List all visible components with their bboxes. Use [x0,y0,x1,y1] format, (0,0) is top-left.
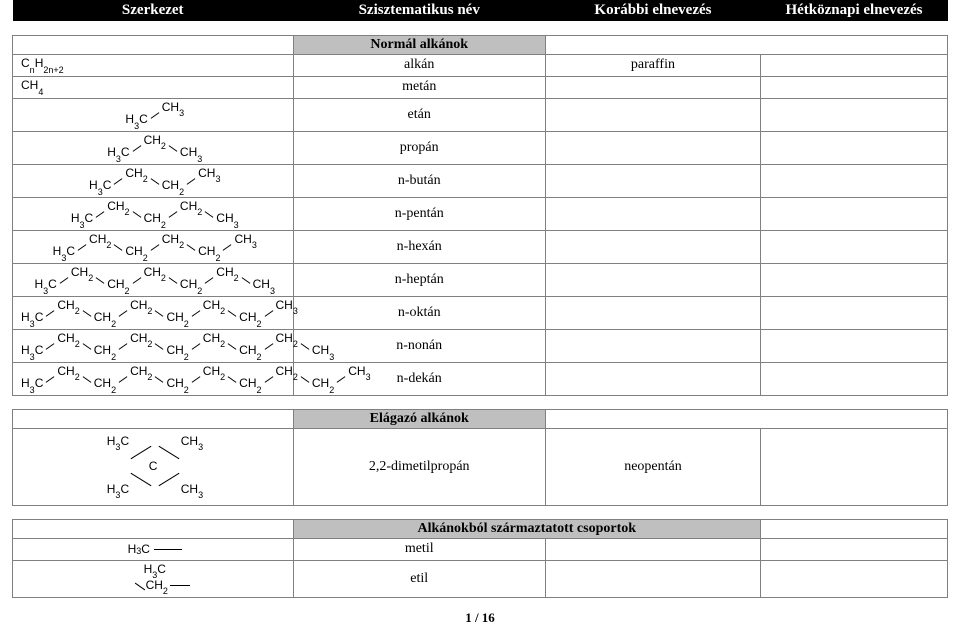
cell-common [760,131,947,164]
cell-common [760,54,947,76]
cell-prev: paraffin [545,54,760,76]
cell-prev [545,230,760,263]
row-hexane: H3C CH2 CH2 CH2 CH2 CH3 n-hexán [13,230,948,263]
cell-structure: H3C CH2 CH2 CH3 [13,164,294,197]
cell-sysname: n-oktán [293,296,545,329]
cell-prev [545,560,760,598]
section-title: Normál alkánok [293,35,545,54]
col-common: Hétköznapi elnevezés [760,0,947,21]
cell-structure: H3C CH2 CH2 CH2 CH2 CH2 CH2 CH2 CH2 CH3 [13,362,294,395]
cell-sysname: n-hexán [293,230,545,263]
row-pentane: H3C CH2 CH2 CH2 CH3 n-pentán [13,197,948,230]
row-propane: H3C CH2 CH3 propán [13,131,948,164]
cell-common [760,362,947,395]
cell-prev [545,76,760,98]
row-ethyl: H3C CH2 etil [13,560,948,598]
col-structure: Szerkezet [13,0,294,21]
row-decane: H3C CH2 CH2 CH2 CH2 CH2 CH2 CH2 CH2 CH3 … [13,362,948,395]
cell-structure: H3C CH2 CH2 CH2 CH2 CH3 [13,230,294,263]
neo-center: C [149,460,158,472]
cell-prev [545,98,760,131]
cell-prev [545,538,760,560]
cell-structure: CH4 [13,76,294,98]
cell-sysname: propán [293,131,545,164]
cell-common [760,560,947,598]
section-title: Alkánokból származtatott csoportok [293,519,760,538]
cell-common [760,197,947,230]
section-branched-alkanes: Elágazó alkánok [13,409,948,428]
cell-sysname: metil [293,538,545,560]
spacer [13,21,948,35]
col-systematic: Szisztematikus név [293,0,545,21]
cell-common [760,329,947,362]
cell-structure: H3C CH2 CH2 CH2 CH2 CH2 CH2 CH3 [13,296,294,329]
cell-prev [545,164,760,197]
cell-common [760,164,947,197]
row-general: CnH2n+2 alkán paraffin [13,54,948,76]
cell-sysname: etán [293,98,545,131]
cell-common [760,98,947,131]
section-derived-groups: Alkánokból származtatott csoportok [13,519,948,538]
cell-common [760,296,947,329]
nomenclature-table: Szerkezet Szisztematikus név Korábbi eln… [12,0,948,598]
spacer [13,395,948,409]
row-neopentane: H3C CH3 C H3C CH3 2,2-dimetilpropán neop… [13,428,948,505]
cell-prev [545,296,760,329]
cell-prev [545,329,760,362]
cell-sysname: n-pentán [293,197,545,230]
page: Szerkezet Szisztematikus név Korábbi eln… [0,0,960,636]
cell-common [760,263,947,296]
section-title: Elágazó alkánok [293,409,545,428]
cell-prev [545,131,760,164]
cell-structure: H3C CH3 [13,98,294,131]
cell-structure: H3C CH2 CH2 CH2 CH2 CH2 CH2 CH2 CH3 [13,329,294,362]
header-row: Szerkezet Szisztematikus név Korábbi eln… [13,0,948,21]
cell-structure: CnH2n+2 [13,54,294,76]
cell-prev [545,263,760,296]
cell-sysname: alkán [293,54,545,76]
cell-prev: neopentán [545,428,760,505]
col-previous: Korábbi elnevezés [545,0,760,21]
cell-common [760,428,947,505]
cell-sysname: n-heptán [293,263,545,296]
cell-structure: H3C CH2 CH2 CH2 CH2 CH2 CH3 [13,263,294,296]
row-octane: H3C CH2 CH2 CH2 CH2 CH2 CH2 CH3 n-oktán [13,296,948,329]
cell-structure: H3C CH2 [13,560,294,598]
cell-sysname: 2,2-dimetilpropán [293,428,545,505]
cell-common [760,230,947,263]
cell-structure: H3C CH2 CH3 [13,131,294,164]
cell-common [760,76,947,98]
section-normal-alkanes: Normál alkánok [13,35,948,54]
cell-structure: H3C CH3 C H3C CH3 [13,428,294,505]
cell-structure: H3C CH2 CH2 CH2 CH3 [13,197,294,230]
row-heptane: H3C CH2 CH2 CH2 CH2 CH2 CH3 n-heptán [13,263,948,296]
spacer [13,505,948,519]
cell-structure: H3C [13,538,294,560]
cell-common [760,538,947,560]
row-methane: CH4 metán [13,76,948,98]
cell-sysname: n-bután [293,164,545,197]
row-nonane: H3C CH2 CH2 CH2 CH2 CH2 CH2 CH2 CH3 n-no… [13,329,948,362]
cell-sysname: metán [293,76,545,98]
cell-prev [545,197,760,230]
row-butane: H3C CH2 CH2 CH3 n-bután [13,164,948,197]
cell-prev [545,362,760,395]
row-methyl: H3C metil [13,538,948,560]
cell-sysname: etil [293,560,545,598]
row-ethane: H3C CH3 etán [13,98,948,131]
page-footer: 1 / 16 [12,610,948,626]
